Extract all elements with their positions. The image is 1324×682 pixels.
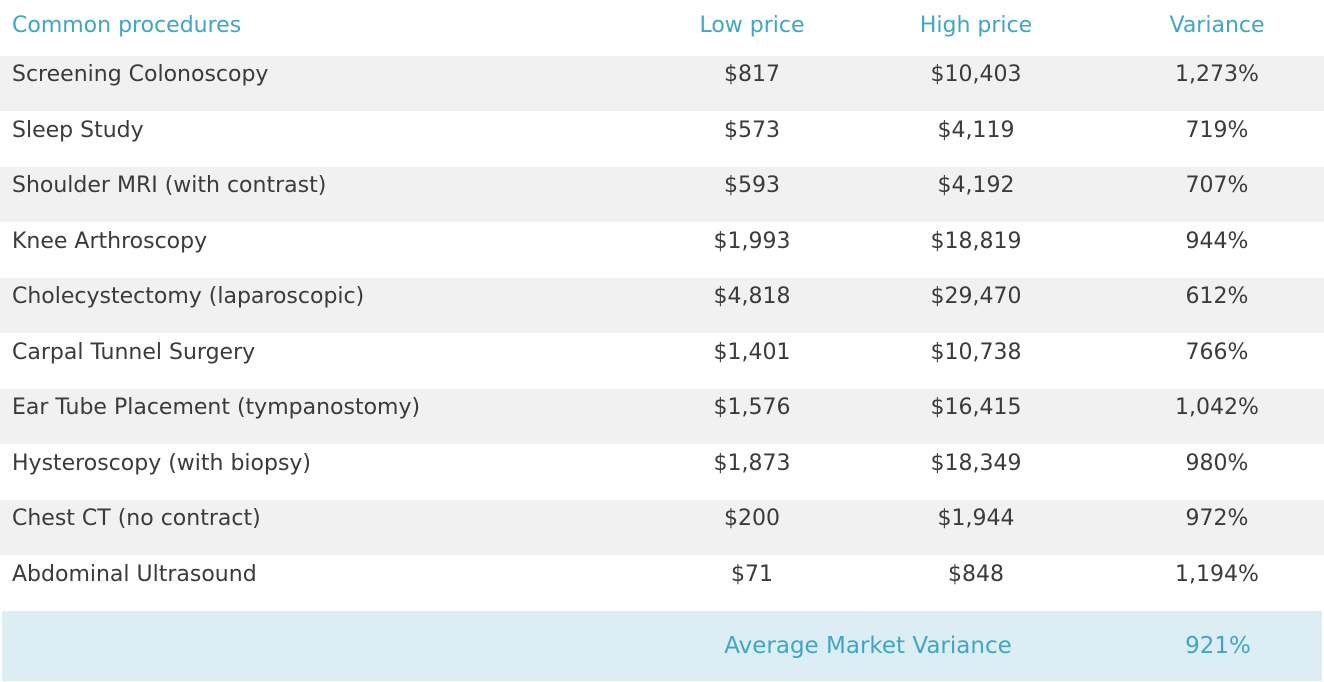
high-price-cell: $4,119 [937,118,1015,143]
average-variance-label: Average Market Variance [724,633,1012,659]
procedure-cell: Carpal Tunnel Surgery [12,340,256,365]
variance-cell: 766% [1185,340,1249,365]
variance-cell: 1,194% [1175,562,1259,587]
table-row: Hysteroscopy (with biopsy) $1,873 $18,349 9… [0,445,1324,500]
low-price-cell: $1,401 [713,340,791,365]
high-price-cell: $848 [948,562,1004,587]
table-row: Shoulder MRI (with contrast) $593 $4,192 70… [0,167,1324,222]
table-row: Carpal Tunnel Surgery $1,401 $10,738 766% [0,334,1324,389]
procedure-cell: Knee Arthroscopy [12,229,208,254]
procedure-cell: Sleep Study [12,118,144,143]
low-price-cell: $573 [724,118,780,143]
procedure-cell: Cholecystectomy (laparoscopic) [12,284,365,309]
high-price-cell: $18,349 [930,451,1022,476]
variance-cell: 1,273% [1175,62,1259,87]
high-price-cell: $16,415 [930,395,1022,420]
procedure-cell: Screening Colonoscopy [12,62,269,87]
table-header-row: Common procedures Low price High price V… [0,0,1324,56]
variance-cell: 707% [1185,173,1249,198]
procedure-cell: Chest CT (no contract) [12,506,261,531]
low-price-cell: $817 [724,62,780,87]
variance-cell: 612% [1185,284,1249,309]
low-price-cell: $4,818 [713,284,791,309]
high-price-cell: $4,192 [937,173,1015,198]
table-row: Ear Tube Placement (tympanostomy) $1,576 $… [0,389,1324,444]
procedure-cell: Ear Tube Placement (tympanostomy) [12,395,421,420]
low-price-cell: $1,576 [713,395,791,420]
table-row: Abdominal Ultrasound $71 $848 1,194% [0,556,1324,611]
table-row: Chest CT (no contract) $200 $1,944 972% [0,500,1324,555]
average-variance-value: 921% [1185,633,1251,659]
table-row: Screening Colonoscopy $817 $10,403 1,273% [0,56,1324,111]
low-price-cell: $71 [731,562,773,587]
header-variance: Variance [1169,13,1265,38]
variance-cell: 1,042% [1175,395,1259,420]
low-price-cell: $1,993 [713,229,791,254]
table-row: Cholecystectomy (laparoscopic) $4,818 $29,… [0,278,1324,333]
table-footer-row: Average Market Variance 921% [2,611,1322,681]
high-price-cell: $10,738 [930,340,1022,365]
procedure-cell: Abdominal Ultrasound [12,562,257,587]
high-price-cell: $29,470 [930,284,1022,309]
procedure-cell: Hysteroscopy (with biopsy) [12,451,312,476]
header-low-price: Low price [699,13,805,38]
table-row: Sleep Study $573 $4,119 719% [0,112,1324,167]
high-price-cell: $18,819 [930,229,1022,254]
variance-cell: 944% [1185,229,1249,254]
variance-cell: 980% [1185,451,1249,476]
procedure-cell: Shoulder MRI (with contrast) [12,173,327,198]
table-row: Knee Arthroscopy $1,993 $18,819 944% [0,223,1324,278]
variance-cell: 719% [1185,118,1249,143]
header-procedures: Common procedures [12,13,242,38]
low-price-cell: $200 [724,506,780,531]
variance-cell: 972% [1185,506,1249,531]
high-price-cell: $1,944 [937,506,1015,531]
header-high-price: High price [919,13,1033,38]
low-price-cell: $1,873 [713,451,791,476]
low-price-cell: $593 [724,173,780,198]
high-price-cell: $10,403 [930,62,1022,87]
